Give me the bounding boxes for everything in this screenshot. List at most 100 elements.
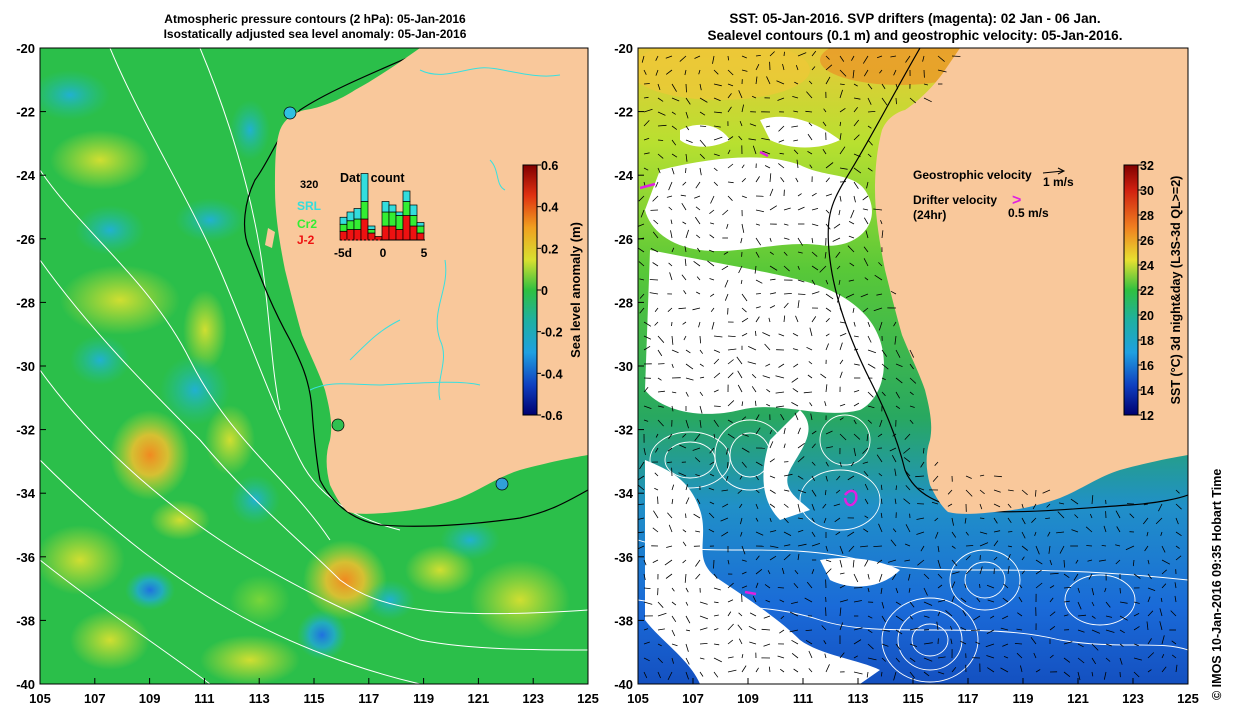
velocity-vector	[1074, 514, 1079, 519]
velocity-vector	[685, 657, 690, 665]
velocity-vector	[853, 335, 859, 338]
velocity-vector	[1045, 517, 1051, 519]
velocity-vector	[808, 650, 813, 659]
velocity-vector	[1160, 597, 1163, 603]
velocity-vector	[1063, 614, 1069, 617]
velocity-vector	[825, 343, 829, 351]
velocity-vector	[1132, 559, 1135, 567]
velocity-vector	[657, 390, 665, 393]
velocity-vector	[895, 657, 900, 663]
velocity-vector	[1174, 582, 1177, 589]
velocity-vector	[825, 545, 828, 552]
velocity-vector	[685, 97, 691, 105]
left-panel-title: Atmospheric pressure contours (2 hPa): 0…	[40, 12, 590, 42]
velocity-vector	[769, 278, 776, 281]
velocity-vector	[1002, 615, 1009, 620]
velocity-vector	[808, 668, 813, 673]
velocity-vector	[895, 349, 901, 358]
velocity-vector	[853, 321, 856, 327]
velocity-vector	[874, 274, 883, 281]
velocity-vector	[692, 447, 701, 451]
velocity-vector	[1019, 584, 1023, 589]
sst-colorbar-tick-label: 12	[1140, 409, 1154, 423]
velocity-vector	[1129, 513, 1135, 519]
velocity-vector	[727, 335, 736, 337]
velocity-vector	[819, 265, 827, 273]
velocity-vector	[894, 335, 897, 345]
velocity-vector	[1063, 657, 1071, 663]
velocity-vector	[727, 55, 729, 61]
velocity-vector	[993, 556, 998, 561]
velocity-vector	[895, 377, 903, 384]
credit-text: © IMOS 10-Jan-2016 09:35 Hobart Time	[1210, 468, 1224, 700]
velocity-vector	[793, 668, 799, 673]
velocity-vector	[867, 321, 871, 327]
geostrophic-legend-arrow	[1042, 170, 1064, 174]
velocity-vector	[776, 80, 785, 85]
velocity-vector	[881, 643, 889, 647]
velocity-vector	[950, 638, 953, 645]
velocity-vector	[765, 363, 771, 367]
velocity-vector	[1071, 529, 1079, 533]
velocity-vector	[867, 139, 873, 146]
data-count-bar-srl	[360, 173, 369, 202]
velocity-vector	[811, 291, 820, 295]
velocity-vector	[769, 530, 777, 533]
sst-y-tick-label: -38	[614, 613, 633, 628]
velocity-vector	[671, 83, 677, 92]
velocity-vector	[685, 601, 689, 606]
velocity-vector	[890, 55, 897, 58]
velocity-vector	[822, 121, 827, 127]
velocity-vector	[741, 571, 747, 575]
velocity-vector	[727, 136, 734, 141]
velocity-vector	[678, 472, 687, 477]
velocity-vector	[727, 400, 735, 407]
velocity-vector	[755, 555, 760, 561]
velocity-vector	[769, 545, 779, 548]
velocity-vector	[839, 417, 844, 421]
velocity-vector	[783, 237, 790, 240]
velocity-vector	[685, 391, 689, 397]
velocity-vector	[775, 405, 785, 408]
sst-x-tick-label: 117	[958, 691, 979, 706]
velocity-vector	[879, 573, 883, 582]
velocity-vector	[889, 447, 897, 452]
velocity-vector	[1170, 610, 1177, 617]
velocity-vector	[723, 251, 729, 255]
velocity-vector	[739, 120, 743, 127]
velocity-vector	[783, 51, 785, 57]
velocity-vector	[811, 192, 817, 197]
velocity-vector	[657, 167, 661, 174]
velocity-vector	[652, 195, 659, 202]
velocity-vector	[797, 442, 805, 449]
velocity-vector	[863, 258, 869, 267]
velocity-vector	[783, 293, 792, 295]
velocity-vector	[895, 587, 899, 594]
velocity-vector	[708, 249, 715, 253]
velocity-vector	[685, 139, 693, 143]
velocity-vector	[685, 229, 689, 239]
right-title-line1: SST: 05-Jan-2016. SVP drifters (magenta)…	[729, 11, 1101, 26]
velocity-vector	[685, 419, 689, 429]
sla-x-tick-label: 119	[413, 691, 434, 706]
velocity-vector	[741, 461, 747, 468]
velocity-vector	[696, 498, 701, 505]
velocity-vector	[755, 414, 760, 421]
data-count-bar-j2	[374, 236, 383, 241]
velocity-vector	[1161, 569, 1167, 575]
velocity-vector	[1007, 531, 1013, 533]
velocity-vector	[778, 125, 785, 132]
velocity-vector	[1003, 656, 1009, 659]
velocity-vector	[755, 279, 763, 284]
velocity-vector	[1021, 489, 1028, 496]
data-count-max: 320	[300, 179, 318, 191]
velocity-vector	[937, 55, 945, 62]
velocity-vector	[909, 657, 916, 663]
velocity-vector	[657, 124, 667, 127]
velocity-vector	[727, 93, 732, 99]
velocity-vector	[881, 615, 886, 623]
sst-colorbar-tick-label: 30	[1140, 184, 1154, 198]
velocity-vector	[909, 349, 915, 358]
velocity-vector	[839, 107, 846, 113]
velocity-vector	[699, 153, 705, 159]
